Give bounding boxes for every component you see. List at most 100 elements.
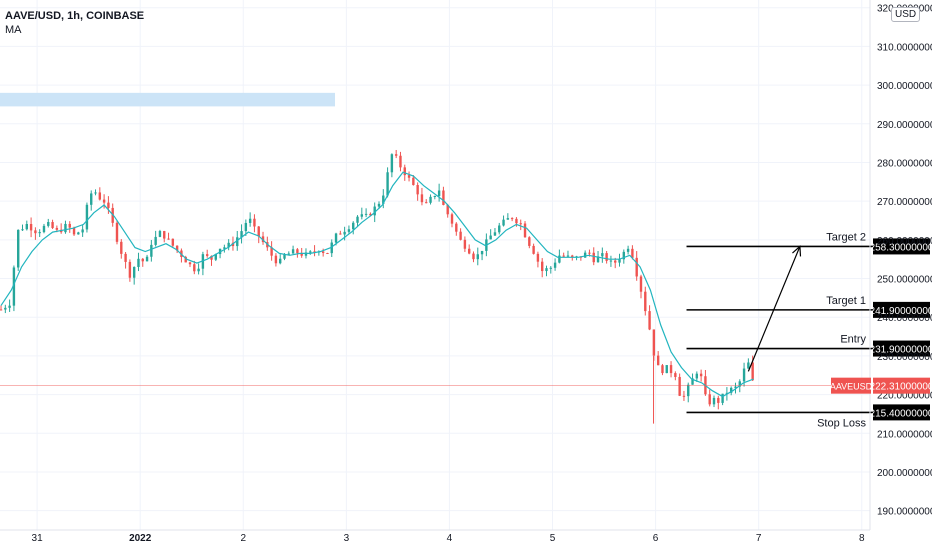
y-tick-label: 280.00000000 xyxy=(877,158,932,169)
candle-up xyxy=(626,248,630,252)
candle-up xyxy=(64,223,67,233)
candle-up xyxy=(742,368,746,382)
candle-down xyxy=(115,222,119,242)
candle-down xyxy=(171,238,175,246)
candle-down xyxy=(420,194,424,203)
candle-down xyxy=(699,373,703,377)
candle-down xyxy=(669,365,673,374)
candle-up xyxy=(343,231,346,235)
candle-up xyxy=(493,232,497,236)
candle-down xyxy=(184,256,187,263)
candle-up xyxy=(352,222,355,230)
candle-down xyxy=(416,185,419,195)
candle-up xyxy=(330,242,333,254)
candle-down xyxy=(510,218,514,220)
y-tick-label: 230.00000000 xyxy=(877,352,932,363)
candle-up xyxy=(734,386,737,388)
candle-up xyxy=(712,397,716,405)
candle-up xyxy=(334,233,338,243)
candle-down xyxy=(450,214,454,224)
candle-down xyxy=(455,223,458,232)
candle-down xyxy=(674,373,677,377)
candle-down xyxy=(321,251,325,254)
candle-up xyxy=(596,256,600,263)
candle-down xyxy=(708,394,711,405)
candle-down xyxy=(472,253,475,260)
y-tick-label: 220.00000000 xyxy=(877,391,932,402)
indicator-label[interactable]: MA xyxy=(5,24,22,36)
highlight-band-layer xyxy=(0,92,336,107)
candle-down xyxy=(519,223,522,225)
x-tick-label: 7 xyxy=(756,533,762,544)
candle-down xyxy=(210,255,213,260)
candle-up xyxy=(377,203,381,207)
candle-down xyxy=(639,276,643,292)
candle-up xyxy=(601,253,604,257)
x-tick-label: 2022 xyxy=(129,533,152,544)
candle-up xyxy=(729,387,733,393)
candle-down xyxy=(300,253,303,256)
level-price-tag xyxy=(873,340,930,357)
candle-up xyxy=(150,244,153,257)
candle-down xyxy=(678,376,681,396)
candle-up xyxy=(721,393,724,403)
candle-down xyxy=(261,236,265,243)
candle-down xyxy=(175,245,179,251)
symbol-tag-label: AAVEUSD xyxy=(830,382,873,392)
candle-down xyxy=(167,238,170,240)
currency-badge[interactable]: USD xyxy=(891,7,921,22)
candle-down xyxy=(55,227,59,230)
candle-down xyxy=(257,226,260,237)
level-name: Stop Loss xyxy=(817,417,866,429)
candle-down xyxy=(407,175,411,178)
candle-down xyxy=(68,223,71,228)
candle-up xyxy=(725,392,729,394)
candle-up xyxy=(47,222,50,226)
x-tick-label: 2 xyxy=(240,533,246,544)
candle-up xyxy=(390,154,394,173)
level-price-label: 241.90000000 xyxy=(870,306,932,317)
candle-down xyxy=(128,261,132,278)
candle-down xyxy=(751,362,754,381)
candle-up xyxy=(154,236,157,245)
candle-up xyxy=(38,232,41,234)
candle-down xyxy=(562,255,565,257)
candle-up xyxy=(94,192,97,194)
candle-up xyxy=(386,172,389,196)
candle-up xyxy=(244,222,248,232)
candle-up xyxy=(360,214,364,217)
symbol-tag xyxy=(831,377,871,394)
candle-down xyxy=(274,255,278,264)
candle-up xyxy=(502,219,505,226)
arrow-line xyxy=(747,246,801,372)
candle-up xyxy=(287,253,290,255)
x-tick-label: 6 xyxy=(653,533,659,544)
candle-up xyxy=(738,381,741,387)
candle-up xyxy=(8,305,11,308)
level-price-tag xyxy=(873,404,930,421)
candle-down xyxy=(635,257,638,277)
y-tick-label: 290.00000000 xyxy=(877,120,932,131)
candle-down xyxy=(0,309,3,311)
candle-up xyxy=(236,237,239,247)
candle-down xyxy=(296,249,299,254)
candle-up xyxy=(566,255,570,257)
candle-up xyxy=(382,195,385,204)
candle-up xyxy=(223,247,226,249)
y-tick-label: 250.00000000 xyxy=(877,275,932,286)
candle-down xyxy=(605,253,608,261)
level-price-label: 215.40000000 xyxy=(870,408,932,419)
candle-down xyxy=(102,199,106,203)
level-name: Target 2 xyxy=(826,231,866,243)
candle-down xyxy=(326,253,329,255)
symbol-title[interactable]: AAVE/USD, 1h, COINBASE xyxy=(5,10,145,22)
candle-down xyxy=(205,254,209,256)
candle-down xyxy=(193,264,196,272)
x-tick-label: 4 xyxy=(447,533,453,544)
candle-down xyxy=(532,245,535,254)
candle-up xyxy=(609,260,613,262)
candle-down xyxy=(124,253,127,262)
trade-levels-layer: Target 2 258.30000000 Target 1 241.90000000… xyxy=(0,231,932,429)
